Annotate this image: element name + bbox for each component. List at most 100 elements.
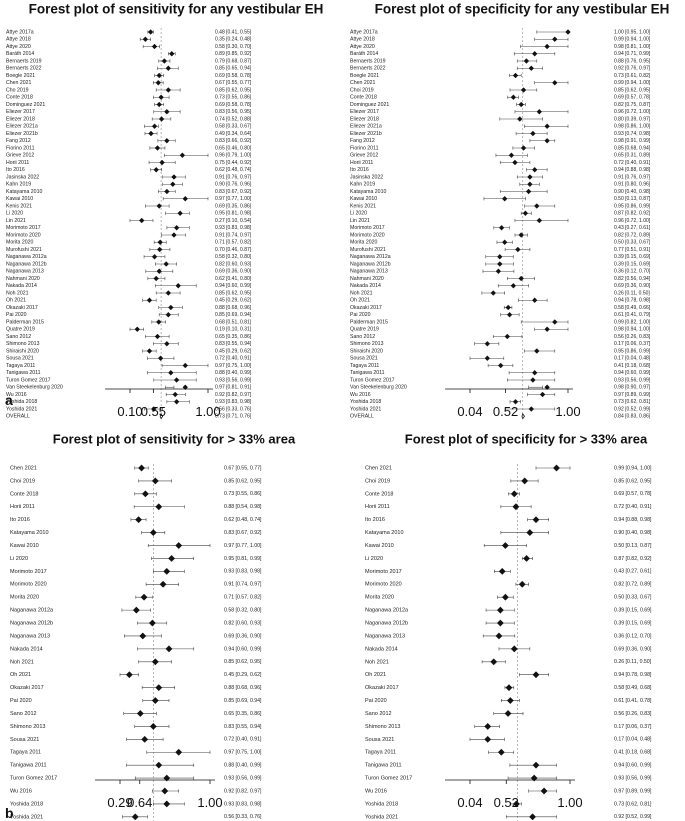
study-ci-text: 0.49 [0.34, 0.64]: [215, 131, 252, 137]
study-label: Naganawa 2012b: [10, 620, 53, 626]
study-row: Morimoto 2017 0.43 [0.27, 0.61]: [350, 225, 651, 231]
point-estimate-marker: [527, 181, 533, 187]
study-label: Attye 2020: [6, 44, 31, 50]
study-ci-text: 0.82 [0.72, 0.89]: [614, 232, 651, 238]
point-estimate-marker: [151, 123, 158, 129]
study-ci-text: 0.75 [0.44, 0.92]: [215, 160, 252, 166]
point-estimate-marker: [517, 116, 523, 122]
study-label: Attye 2018: [350, 37, 375, 43]
study-label: Li 2020: [6, 211, 23, 217]
study-row: Naganawa 2013 0.36 [0.12, 0.70]: [350, 268, 651, 275]
point-estimate-marker: [498, 225, 505, 231]
study-label: Katayama 2010: [365, 530, 404, 536]
study-row: Bernaerts 2019 0.88 [0.76, 0.95]: [350, 58, 651, 64]
study-ci-text: 0.65 [0.46, 0.80]: [215, 145, 252, 151]
study-ci-text: 0.67 [0.55, 0.77]: [215, 80, 252, 86]
study-row: Conte 2018 0.69 [0.57, 0.78]: [350, 94, 651, 101]
study-label: Shimono 2013: [365, 724, 400, 730]
study-row: Naganawa 2012b 0.39 [0.15, 0.69]: [350, 261, 651, 267]
study-ci-text: 0.56 [0.33, 0.76]: [224, 814, 262, 820]
study-row: Oh 2021 0.45 [0.29, 0.62]: [10, 671, 262, 679]
point-estimate-marker: [164, 341, 170, 347]
study-ci-text: 0.80 [0.39, 0.97]: [614, 116, 651, 122]
x-axis-tick-label: 0.04: [457, 404, 482, 419]
study-label: Van Steekelenburg 2020: [350, 385, 407, 391]
study-label: Naganawa 2012b: [365, 620, 408, 626]
study-row: Pai 2020 0.61 [0.41, 0.78]: [365, 697, 652, 705]
study-row: Nakada 2014 0.69 [0.36, 0.90]: [365, 645, 652, 653]
study-row: Chen 2021 0.67 [0.55, 0.77]: [10, 464, 262, 472]
study-row: Horii 2011 0.72 [0.40, 0.91]: [350, 159, 651, 166]
point-estimate-marker: [510, 645, 518, 653]
study-row: Attye 2020 0.58 [0.30, 0.70]: [6, 43, 252, 50]
study-ci-text: 1.00 [0.95, 1.00]: [614, 29, 651, 35]
study-label: Tanigawa 2011: [6, 370, 41, 376]
study-row: Sano 2012 0.56 [0.26, 0.83]: [365, 709, 652, 717]
study-ci-text: 0.97 [0.81, 0.91]: [215, 385, 252, 391]
study-row: Turon Gomez 2017 0.93 [0.56, 0.99]: [10, 774, 262, 782]
study-label: Ito 2016: [365, 517, 385, 523]
study-row: Morita 2020 0.71 [0.57, 0.82]: [10, 593, 262, 601]
study-label: Naganawa 2013: [350, 269, 388, 275]
study-row: Naganawa 2012b 0.82 [0.60, 0.93]: [6, 261, 252, 267]
study-ci-text: 0.95 [0.81, 0.98]: [215, 211, 252, 217]
study-row: Pai 2020 0.61 [0.41, 0.79]: [350, 312, 651, 318]
study-label: Naganawa 2012a: [10, 608, 54, 614]
study-ci-text: 0.95 [0.86, 0.99]: [614, 203, 651, 209]
forest-plot-panel-2: Forest plot of specificity for any vesti…: [350, 2, 669, 421]
study-row: Wu 2016 0.92 [0.82, 0.97]: [10, 787, 262, 795]
point-estimate-marker: [527, 174, 533, 180]
study-ci-text: 0.94 [0.78, 0.98]: [614, 298, 651, 304]
study-row: Noh 2021 0.85 [0.62, 0.95]: [10, 658, 262, 666]
study-row: Ito 2016 0.94 [0.88, 0.98]: [350, 167, 651, 173]
study-ci-text: 0.41 [0.18, 0.68]: [614, 363, 651, 369]
study-ci-text: 0.98 [0.90, 0.97]: [614, 385, 651, 391]
study-row: Morita 2020 0.50 [0.33, 0.67]: [365, 593, 652, 601]
study-ci-text: 0.77 [0.51, 0.91]: [614, 247, 651, 253]
study-ci-text: 0.96 [0.72, 1.00]: [614, 109, 651, 115]
point-estimate-marker: [155, 684, 163, 692]
study-ci-text: 0.92 [0.76, 0.97]: [614, 66, 651, 72]
study-label: Yoshida 2021: [365, 814, 398, 820]
study-ci-text: 0.93 [0.83, 0.98]: [215, 399, 252, 405]
study-row: Naganawa 2013 0.69 [0.36, 0.90]: [10, 632, 262, 640]
study-label: Oh 2021: [365, 672, 386, 678]
point-estimate-marker: [142, 36, 149, 42]
point-estimate-marker: [132, 606, 140, 614]
study-ci-text: 0.83 [0.55, 0.94]: [224, 724, 262, 730]
study-label: Conte 2018: [6, 95, 33, 101]
study-label: Horii 2011: [350, 160, 373, 166]
study-ci-text: 0.92 [0.52, 0.99]: [614, 814, 652, 820]
study-ci-text: 0.93 [0.56, 0.99]: [614, 377, 651, 383]
study-ci-text: 0.85 [0.65, 0.94]: [215, 66, 252, 72]
point-estimate-marker: [155, 503, 163, 511]
study-row: Murofushi 2021 0.70 [0.46, 0.87]: [6, 246, 252, 253]
study-row: Yoshida 2021 0.92 [0.52, 0.99]: [350, 406, 651, 412]
study-ci-text: 0.93 [0.83, 0.98]: [224, 801, 262, 807]
study-row: Van Steekelenburg 2020 0.98 [0.90, 0.97]: [350, 384, 651, 391]
point-estimate-marker: [161, 58, 168, 64]
point-estimate-marker: [531, 297, 538, 303]
study-ci-text: 0.88 [0.40, 0.99]: [224, 763, 262, 769]
study-row: Lin 2021 0.27 [0.10, 0.54]: [6, 217, 252, 224]
study-ci-text: 0.99 [0.82, 1.00]: [614, 319, 651, 325]
point-estimate-marker: [565, 29, 571, 35]
study-label: Morimoto 2020: [10, 582, 47, 588]
study-ci-text: 0.74 [0.52, 0.88]: [215, 116, 252, 122]
study-ci-text: 0.97 [0.89, 0.99]: [614, 392, 651, 398]
point-estimate-marker: [532, 671, 540, 679]
study-row: Nahmani 2020 0.82 [0.56, 0.94]: [350, 275, 651, 282]
study-ci-text: 0.85 [0.69, 0.94]: [215, 312, 252, 318]
study-label: Jasinska 2022: [350, 174, 383, 180]
point-estimate-marker: [544, 326, 550, 332]
study-label: Conte 2018: [10, 491, 38, 497]
point-estimate-marker: [501, 196, 508, 202]
point-estimate-marker: [520, 87, 527, 93]
study-label: Baráth 2014: [350, 51, 378, 57]
study-ci-text: 0.91 [0.76, 0.97]: [614, 174, 651, 180]
study-ci-text: 0.95 [0.81, 0.99]: [224, 556, 262, 562]
point-estimate-marker: [173, 377, 180, 383]
point-estimate-marker: [165, 645, 173, 653]
study-row: Okazaki 2017 0.88 [0.68, 0.96]: [6, 304, 252, 311]
point-estimate-marker: [179, 152, 186, 158]
